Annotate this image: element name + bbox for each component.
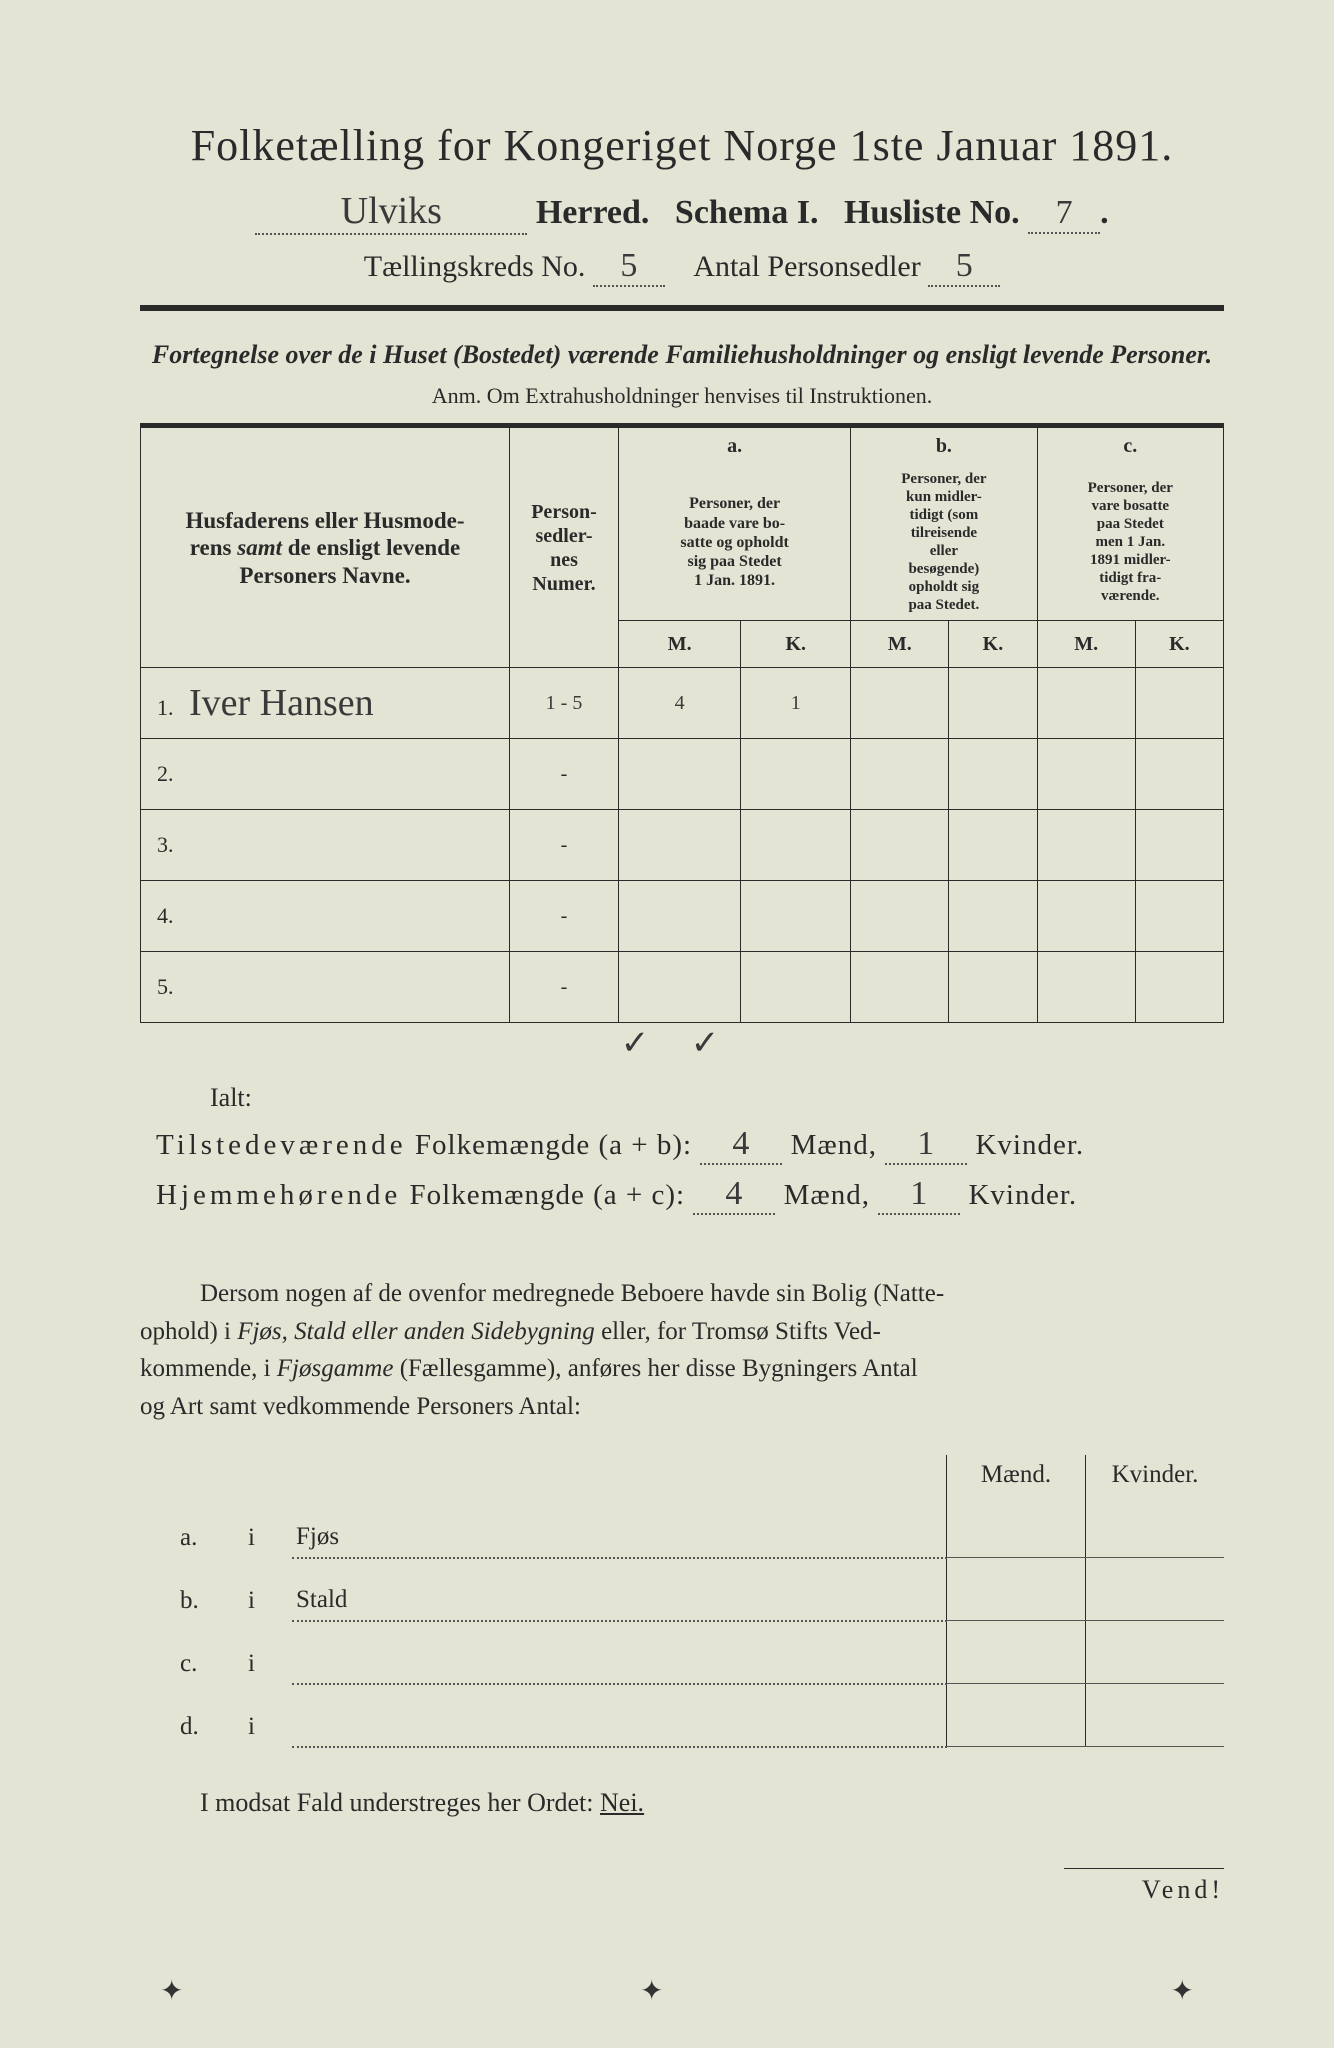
row1-aK: 1 bbox=[741, 668, 851, 739]
resident-m: 4 bbox=[693, 1175, 775, 1215]
table-row: 3. - bbox=[141, 810, 1224, 881]
annotation-line: Anm. Om Extrahusholdninger henvises til … bbox=[140, 383, 1224, 409]
col-num-header: Person-sedler-nesNumer. bbox=[510, 426, 619, 668]
antal-label: Antal Personsedler bbox=[693, 250, 920, 283]
col-c-m: M. bbox=[1037, 621, 1135, 668]
husliste-label: Husliste No. bbox=[844, 194, 1020, 231]
col-b-desc: Personer, derkun midler-tidigt (somtilre… bbox=[851, 464, 1037, 621]
table-row: 5. - bbox=[141, 952, 1224, 1023]
pin-icon: ✦ bbox=[640, 1974, 663, 2008]
outbuilding-paragraph: Dersom nogen af de ovenfor medregnede Be… bbox=[140, 1275, 1224, 1425]
col-b-label: b. bbox=[851, 426, 1037, 465]
present-m: 4 bbox=[700, 1125, 782, 1165]
row1-name: Iver Hansen bbox=[189, 682, 374, 724]
tick-mark: ✓ bbox=[600, 1023, 670, 1063]
husliste-no: 7 bbox=[1028, 194, 1100, 234]
bottom-kvinder-header: Kvinder. bbox=[1086, 1455, 1225, 1495]
present-k: 1 bbox=[885, 1125, 967, 1165]
divider bbox=[140, 305, 1224, 311]
kreds-label: Tællingskreds No. bbox=[364, 250, 586, 283]
ialt-label: Ialt: bbox=[210, 1083, 1224, 1113]
table-body: 1. Iver Hansen 1 - 5 4 1 2. - 3. - 4. - bbox=[141, 668, 1224, 1023]
nei-line: I modsat Fald understreges her Ordet: Ne… bbox=[140, 1788, 1224, 1818]
pin-icon: ✦ bbox=[1171, 1974, 1194, 2008]
census-form-page: Folketælling for Kongeriget Norge 1ste J… bbox=[0, 0, 1334, 2048]
outbuilding-row: d. i bbox=[140, 1684, 1224, 1747]
table-row: 1. Iver Hansen 1 - 5 4 1 bbox=[141, 668, 1224, 739]
resident-k: 1 bbox=[878, 1175, 960, 1215]
antal-no: 5 bbox=[928, 247, 1000, 287]
col-b-k: K. bbox=[949, 621, 1037, 668]
kreds-no: 5 bbox=[593, 247, 665, 287]
col-a-k: K. bbox=[741, 621, 851, 668]
col-c-k: K. bbox=[1135, 621, 1223, 668]
outbuilding-table: Mænd. Kvinder. a. i Fjøs b. i Stald c. i… bbox=[140, 1455, 1224, 1748]
herred-label: Herred. bbox=[536, 194, 650, 231]
table-row: 2. - bbox=[141, 739, 1224, 810]
header-line-kreds: Tællingskreds No. 5 Antal Personsedler 5 bbox=[140, 247, 1224, 287]
tick-row: ✓ ✓ bbox=[140, 1023, 1224, 1063]
pin-icon: ✦ bbox=[160, 1974, 183, 2008]
bottom-maend-header: Mænd. bbox=[947, 1455, 1086, 1495]
col-c-label: c. bbox=[1037, 426, 1223, 465]
herred-value: Ulviks bbox=[255, 189, 527, 235]
schema-label: Schema I. bbox=[675, 194, 819, 231]
nei-word: Nei. bbox=[600, 1788, 644, 1817]
col-a-label: a. bbox=[619, 426, 851, 465]
household-table: Husfaderens eller Husmode-rens samt de e… bbox=[140, 423, 1224, 1023]
vend-label: Vend! bbox=[1064, 1868, 1224, 1905]
tick-mark: ✓ bbox=[670, 1023, 740, 1063]
total-resident: Hjemmehørende Folkemængde (a + c): 4 Mæn… bbox=[156, 1175, 1224, 1215]
row1-num: 1 - 5 bbox=[510, 668, 619, 739]
col-a-desc: Personer, derbaade vare bo-satte og opho… bbox=[619, 464, 851, 621]
col-b-m: M. bbox=[851, 621, 949, 668]
total-present: Tilstedeværende Folkemængde (a + b): 4 M… bbox=[156, 1125, 1224, 1165]
outbuilding-row: a. i Fjøs bbox=[140, 1495, 1224, 1558]
table-row: 4. - bbox=[141, 881, 1224, 952]
col-c-desc: Personer, dervare bosattepaa Stedetmen 1… bbox=[1037, 464, 1223, 621]
subtitle: Fortegnelse over de i Huset (Bostedet) v… bbox=[140, 337, 1224, 373]
col-a-m: M. bbox=[619, 621, 741, 668]
page-title: Folketælling for Kongeriget Norge 1ste J… bbox=[140, 120, 1224, 171]
header-line-herred: Ulviks Herred. Schema I. Husliste No. 7. bbox=[140, 189, 1224, 235]
col-name-header: Husfaderens eller Husmode-rens samt de e… bbox=[141, 426, 510, 668]
outbuilding-row: b. i Stald bbox=[140, 1558, 1224, 1621]
outbuilding-row: c. i bbox=[140, 1621, 1224, 1684]
row1-aM: 4 bbox=[619, 668, 741, 739]
